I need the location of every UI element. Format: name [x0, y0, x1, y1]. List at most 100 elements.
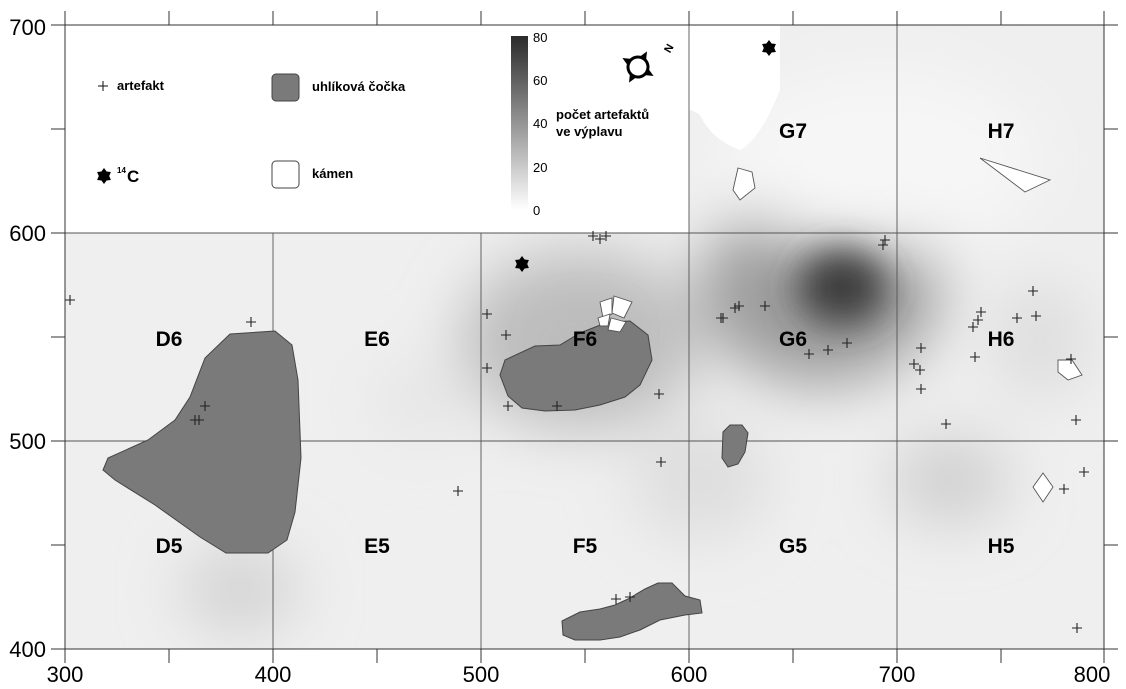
legend-coal-label: uhlíková čočka [312, 79, 406, 94]
artefact-marker [730, 303, 740, 313]
grid-label-d5: D5 [156, 535, 183, 558]
colorbar-tick-label: 0 [533, 203, 540, 218]
x-tick-label: 600 [671, 662, 708, 687]
stones [597, 157, 1083, 503]
artefact-marker [916, 343, 926, 353]
legend-c14-label: C [127, 167, 139, 186]
artefact-marker [842, 338, 852, 348]
artefact-marker [970, 352, 980, 362]
grid-label-g6: G6 [779, 328, 807, 351]
artefact-marker [552, 401, 562, 411]
artefact-marker [1071, 415, 1081, 425]
x-tick-label: 300 [47, 662, 84, 687]
stone [611, 295, 633, 319]
stone-swatch-icon [271, 160, 300, 189]
y-axis-labels: 400 500 600 700 [9, 15, 46, 662]
artefact-marker [595, 234, 605, 244]
artefact-marker [482, 363, 492, 373]
grid-label-d6: D6 [156, 328, 183, 351]
artefact-marker [1028, 286, 1038, 296]
colorbar-tick-label: 20 [533, 160, 547, 175]
north-arrow-icon [622, 51, 654, 83]
grid-square-labels: D6 E6 F6 G6 H6 D5 E5 F5 G5 H5 G7 H7 [156, 120, 1015, 558]
colorbar-title-line1: počet artefaktů [556, 107, 649, 122]
artefact-marker [1072, 623, 1082, 633]
artefact-marker [880, 235, 890, 245]
artefact-marker [909, 359, 919, 369]
y-tick-label: 700 [9, 15, 46, 40]
y-tick-label: 400 [9, 637, 46, 662]
artefact-marker [588, 231, 598, 241]
artefact-marker [976, 307, 986, 317]
artefact-marker [941, 419, 951, 429]
grid-label-g5: G5 [779, 535, 807, 558]
artefact-marker [760, 301, 770, 311]
grid-label-f5: F5 [573, 535, 598, 558]
grid-label-h5: H5 [988, 535, 1015, 558]
artefact-marker [734, 301, 744, 311]
colorbar-tick-label: 80 [533, 30, 547, 45]
colorbar-tick-label: 60 [533, 73, 547, 88]
x-tick-label: 400 [255, 662, 292, 687]
legend-artefakt-label: artefakt [117, 78, 165, 93]
artefact-marker [65, 295, 75, 305]
artefact-marker [915, 365, 925, 375]
artefact-marker [1012, 313, 1022, 323]
artefact-marker [878, 240, 888, 250]
coal-lens-f6 [499, 320, 653, 412]
artefact-marker [194, 415, 204, 425]
artefakt-marker-icon [98, 81, 108, 91]
artefact-marker [1079, 467, 1089, 477]
artefact-marker [453, 486, 463, 496]
coal-lenses [102, 320, 749, 641]
artefact-marker [501, 330, 511, 340]
stone [599, 297, 613, 319]
y-tick-label: 500 [9, 429, 46, 454]
grid-label-e6: E6 [364, 328, 390, 351]
axis-ticks [51, 11, 1118, 663]
artefact-marker [1031, 311, 1041, 321]
artefact-marker [611, 594, 621, 604]
coal-lens-large [102, 330, 302, 554]
stone [732, 167, 756, 201]
coal-swatch-icon [271, 73, 300, 102]
artefact-marker [973, 315, 983, 325]
colorbar [511, 36, 528, 210]
colorbar-title-line2: ve výplavu [556, 124, 623, 139]
stone [607, 317, 627, 333]
artefact-marker [246, 317, 256, 327]
grid-label-h6: H6 [988, 328, 1015, 351]
stone [979, 157, 1052, 193]
artefact-marker [654, 389, 664, 399]
x-tick-label: 700 [879, 662, 916, 687]
x-axis-labels: 300 400 500 600 700 800 [47, 662, 1111, 687]
c14-samples [515, 40, 776, 272]
artefact-marker [968, 322, 978, 332]
y-tick-label: 600 [9, 221, 46, 246]
legend-stone-label: kámen [312, 166, 353, 181]
artefact-marker [200, 401, 210, 411]
grid-label-f6: F6 [573, 328, 598, 351]
c14-star-icon [762, 40, 776, 56]
x-tick-label: 800 [1074, 662, 1111, 687]
artefact-marker [1066, 354, 1076, 364]
artefact-marker [804, 349, 814, 359]
c14-star-icon [515, 256, 529, 272]
colorbar-tick-label: 40 [533, 116, 547, 131]
artefact-markers [65, 231, 1089, 633]
coal-lens-f5 [561, 582, 703, 641]
stone [1057, 359, 1083, 381]
artefact-marker [482, 309, 492, 319]
artefact-marker [601, 231, 611, 241]
grid-label-h7: H7 [988, 120, 1015, 143]
x-tick-label: 500 [463, 662, 500, 687]
stone [1032, 472, 1054, 503]
legend-c14-superscript: 14 [117, 166, 126, 175]
artefact-marker [625, 592, 635, 602]
artefact-marker [503, 401, 513, 411]
legend: artefakt uhlíková čočka 14 C kámen 80 60… [97, 30, 677, 218]
stone [597, 313, 611, 327]
artefact-marker [718, 313, 728, 323]
artefact-marker [823, 345, 833, 355]
